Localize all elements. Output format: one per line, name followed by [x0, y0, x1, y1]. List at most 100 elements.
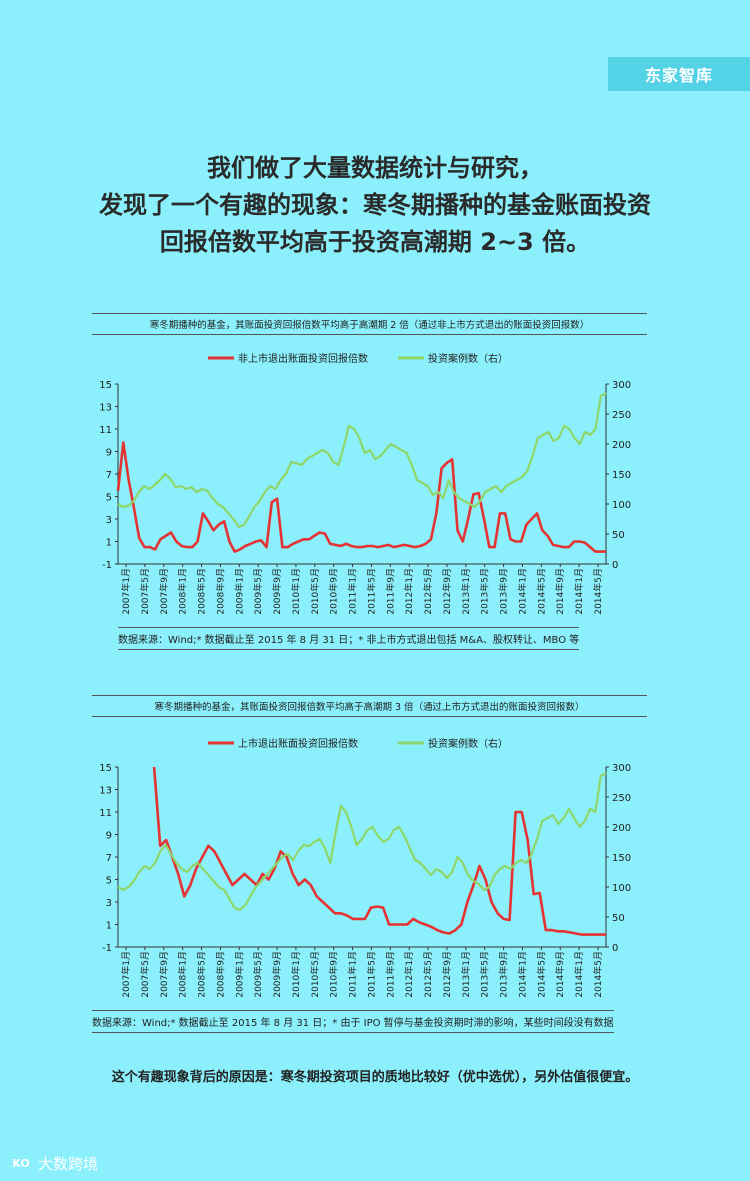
headline-line-2: 发现了一个有趣的现象：寒冬期播种的基金账面投资: [99, 191, 651, 219]
x-tick-label: 2010年1月: [290, 568, 302, 615]
y-left-tick-label: 11: [99, 808, 112, 819]
series-line-2: [117, 392, 607, 528]
y-left-tick-label: 3: [106, 898, 112, 909]
watermark-logo-icon: KO: [12, 1157, 30, 1170]
x-tick-label: 2007年5月: [139, 568, 151, 615]
x-tick-label: 2013年5月: [479, 951, 491, 998]
x-tick-label: 2008年1月: [177, 951, 189, 998]
x-tick-label: 2007年9月: [158, 951, 170, 998]
series-line-1: [116, 441, 606, 553]
x-tick-label: 2012年9月: [441, 951, 453, 998]
x-tick-label: 2011年1月: [347, 568, 359, 615]
y-left-tick-label: 5: [106, 493, 112, 504]
chart-1-plot: 非上市退出账面投资回报倍数 投资案例数（右）-113579111315050100…: [99, 352, 631, 615]
x-tick-label: 2014年9月: [554, 951, 566, 998]
chart-1-title: 寒冬期播种的基金，其账面投资回报倍数平均高于高潮期 2 倍（通过非上市方式退出的…: [92, 313, 647, 335]
bottom-note: 这个有趣现象背后的原因是：寒冬期投资项目的质地比较好（优中选优），另外估值很便宜…: [111, 1070, 639, 1085]
y-left-tick-label: -1: [102, 943, 112, 954]
y-right-tick-label: 200: [612, 440, 631, 451]
legend-label-2: 投资案例数（右）: [428, 352, 508, 365]
y-right-tick-label: 50: [612, 913, 625, 924]
x-tick-label: 2009年9月: [271, 951, 283, 998]
x-tick-label: 2007年1月: [120, 951, 132, 998]
watermark: KO 大数跨境: [8, 1153, 98, 1174]
x-tick-label: 2010年5月: [309, 951, 321, 998]
x-tick-label: 2008年5月: [196, 951, 208, 998]
x-tick-label: 2011年1月: [347, 951, 359, 998]
y-left-tick-label: -1: [102, 560, 112, 571]
x-tick-label: 2011年9月: [384, 951, 396, 998]
x-tick-label: 2012年5月: [422, 568, 434, 615]
x-tick-label: 2014年1月: [573, 568, 585, 615]
chart-2-plot: 上市退出账面投资回报倍数 投资案例数（右）-1135791113150501001…: [99, 737, 631, 998]
headline-line-3: 回报倍数平均高于投资高潮期 2~3 倍。: [159, 228, 591, 256]
x-tick-label: 2010年1月: [290, 951, 302, 998]
x-tick-label: 2009年5月: [252, 568, 264, 615]
y-right-tick-label: 300: [612, 380, 631, 391]
x-tick-label: 2011年5月: [365, 951, 377, 998]
y-right-tick-label: 0: [612, 560, 618, 571]
x-tick-label: 2014年9月: [554, 568, 566, 615]
x-tick-label: 2013年1月: [460, 951, 472, 998]
x-tick-label: 2008年1月: [177, 568, 189, 615]
x-tick-label: 2013年1月: [460, 568, 472, 615]
x-tick-label: 2010年5月: [309, 568, 321, 615]
y-left-tick-label: 7: [106, 470, 112, 481]
y-left-tick-label: 5: [106, 876, 112, 887]
headline-line-1: 我们做了大量数据统计与研究，: [207, 154, 543, 182]
x-tick-label: 2012年9月: [441, 568, 453, 615]
chart-2-title: 寒冬期播种的基金，其账面投资回报倍数平均高于高潮期 3 倍（通过上市方式退出的账…: [92, 695, 647, 717]
y-right-tick-label: 150: [612, 470, 631, 481]
x-tick-label: 2012年1月: [403, 951, 415, 998]
x-tick-label: 2011年9月: [384, 568, 396, 615]
x-tick-label: 2008年9月: [214, 568, 226, 615]
y-right-tick-label: 200: [612, 823, 631, 834]
y-left-tick-label: 9: [106, 448, 112, 459]
x-tick-label: 2010年9月: [328, 568, 340, 615]
x-tick-label: 2014年1月: [516, 568, 528, 615]
y-left-tick-label: 7: [106, 853, 112, 864]
x-tick-label: 2009年9月: [271, 568, 283, 615]
chart-2: 寒冬期播种的基金，其账面投资回报倍数平均高于高潮期 3 倍（通过上市方式退出的账…: [92, 695, 647, 717]
y-left-tick-label: 3: [106, 515, 112, 526]
x-tick-label: 2014年5月: [535, 568, 547, 615]
y-right-tick-label: 250: [612, 793, 631, 804]
x-tick-label: 2011年5月: [365, 568, 377, 615]
x-tick-label: 2014年1月: [573, 951, 585, 998]
y-left-tick-label: 15: [99, 380, 112, 391]
x-tick-label: 2010年9月: [328, 951, 340, 998]
x-tick-label: 2012年1月: [403, 568, 415, 615]
y-right-tick-label: 300: [612, 763, 631, 774]
headline: 我们做了大量数据统计与研究， 发现了一个有趣的现象：寒冬期播种的基金账面投资 回…: [40, 150, 710, 261]
x-tick-label: 2013年5月: [479, 568, 491, 615]
chart-1: 寒冬期播种的基金，其账面投资回报倍数平均高于高潮期 2 倍（通过非上市方式退出的…: [92, 313, 647, 335]
x-tick-label: 2012年5月: [422, 951, 434, 998]
y-left-tick-label: 13: [99, 786, 112, 797]
y-left-tick-label: 15: [99, 763, 112, 774]
y-right-tick-label: 100: [612, 883, 631, 894]
x-tick-label: 2008年5月: [196, 568, 208, 615]
y-left-tick-label: 11: [99, 425, 112, 436]
x-tick-label: 2009年1月: [233, 568, 245, 615]
brand-tag: 东家智库: [608, 57, 750, 91]
x-tick-label: 2014年5月: [592, 568, 604, 615]
x-tick-label: 2013年9月: [498, 568, 510, 615]
chart-2-source: 数据来源：Wind;* 数据截止至 2015 年 8 月 31 日；* 由于 I…: [92, 1010, 614, 1033]
x-tick-label: 2008年9月: [214, 951, 226, 998]
y-left-tick-label: 13: [99, 403, 112, 414]
chart-1-source: 数据来源：Wind;* 数据截止至 2015 年 8 月 31 日；* 非上市方…: [118, 627, 580, 650]
y-left-tick-label: 1: [106, 538, 112, 549]
x-tick-label: 2007年9月: [158, 568, 170, 615]
legend-label-2: 投资案例数（右）: [428, 737, 508, 750]
legend-label-1: 非上市退出账面投资回报倍数: [238, 352, 368, 365]
x-tick-label: 2013年9月: [498, 951, 510, 998]
x-tick-label: 2007年1月: [120, 568, 132, 615]
y-right-tick-label: 250: [612, 410, 631, 421]
y-right-tick-label: 50: [612, 530, 625, 541]
series-line-1: [152, 766, 606, 936]
y-left-tick-label: 9: [106, 831, 112, 842]
series-line-2: [117, 772, 607, 911]
y-right-tick-label: 100: [612, 500, 631, 511]
x-tick-label: 2009年5月: [252, 951, 264, 998]
x-tick-label: 2014年5月: [592, 951, 604, 998]
